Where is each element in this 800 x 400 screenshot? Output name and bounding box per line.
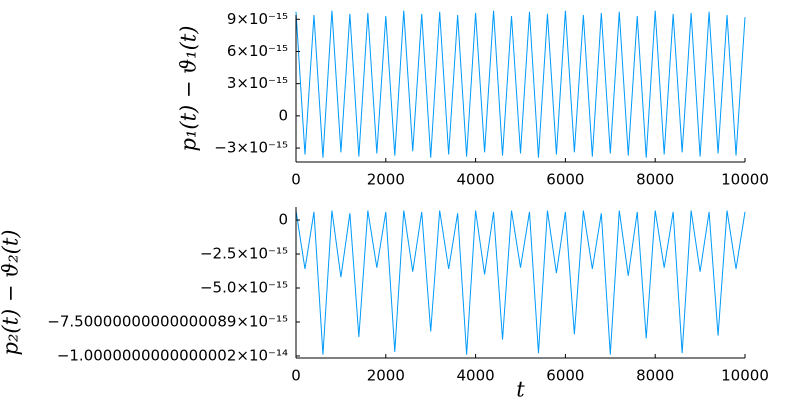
y-tick-label: −2.5×10⁻¹⁵: [200, 245, 288, 263]
x-tick-label: 2000: [367, 171, 405, 189]
x-tick-label: 8000: [636, 367, 674, 385]
y-tick-label: −7.50000000000000089×10⁻¹⁵: [47, 312, 288, 330]
y-axis-label: p₂(t) − ϑ₂(t): [0, 230, 23, 356]
data-line: [295, 10, 746, 158]
y-tick-label: 3×10⁻¹⁵: [227, 74, 288, 92]
y-tick-label: −5.0×10⁻¹⁵: [200, 279, 288, 297]
y-tick-label: −3×10⁻¹⁵: [214, 139, 288, 157]
y-tick-label: 0: [278, 211, 288, 229]
x-tick-label: 0: [291, 367, 301, 385]
x-tick-label: 6000: [546, 171, 584, 189]
y-tick-label: 6×10⁻¹⁵: [227, 42, 288, 60]
x-tick-label: 10000: [721, 171, 769, 189]
y-axis-label: p₁(t) − ϑ₁(t): [177, 26, 201, 152]
x-tick-label: 2000: [367, 367, 405, 385]
x-tick-label: 10000: [721, 367, 769, 385]
x-tick-label: 6000: [546, 367, 584, 385]
y-tick-label: 0: [278, 106, 288, 124]
y-tick-label: 9×10⁻¹⁵: [227, 10, 288, 28]
data-line: [295, 210, 746, 355]
x-tick-label: 4000: [457, 367, 495, 385]
x-tick-label: 4000: [457, 171, 495, 189]
x-tick-label: 8000: [636, 171, 674, 189]
x-tick-label: 0: [291, 171, 301, 189]
x-axis-label: t: [516, 378, 525, 400]
y-tick-label: −1.0000000000000002×10⁻¹⁴: [57, 346, 288, 364]
